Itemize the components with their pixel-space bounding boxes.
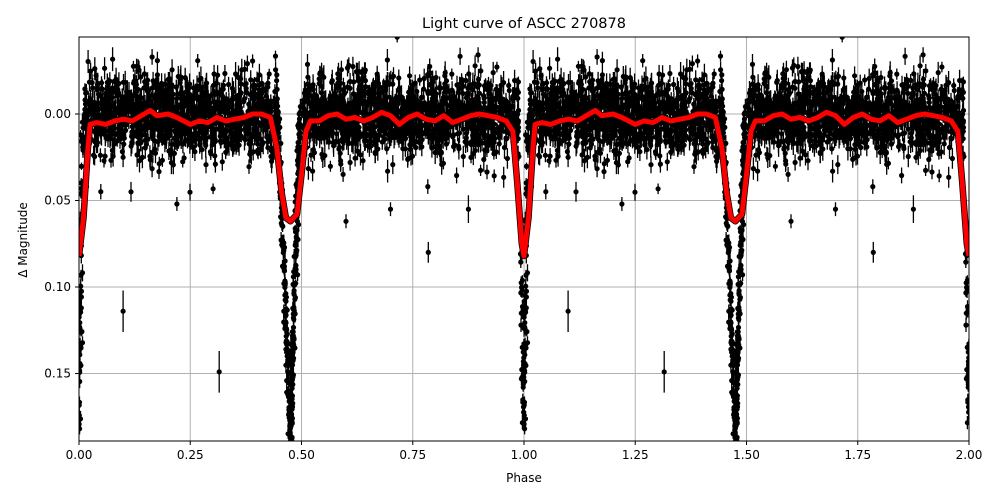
x-tick-label: 1.50 [733,448,760,462]
model-curve-line [79,108,969,259]
x-tick-label: 1.75 [844,448,871,462]
x-tick-label: 1.25 [622,448,649,462]
y-axis-label: Δ Magnitude [16,202,30,278]
x-tick-label: 0.00 [66,448,93,462]
binned-model-curve [79,107,969,260]
y-tick-label: 0.15 [44,367,71,381]
observation-points [79,37,969,441]
x-axis-ticks: 0.00 0.25 0.50 0.75 1.00 1.25 1.50 1.75 2.00 [66,441,983,462]
data-points [79,37,969,441]
x-tick-label: 1.00 [511,448,538,462]
x-tick-label: 0.50 [288,448,315,462]
y-tick-label: 0.00 [44,107,71,121]
y-tick-label: 0.05 [44,194,71,208]
y-axis-ticks: 0.00 0.05 0.10 0.15 [44,107,79,381]
x-tick-label: 0.25 [177,448,204,462]
x-axis-label: Phase [506,471,542,485]
x-tick-label: 2.00 [956,448,983,462]
x-tick-label: 0.75 [399,448,426,462]
y-tick-label: 0.10 [44,280,71,294]
chart-title: Light curve of ASCC 270878 [422,16,626,32]
